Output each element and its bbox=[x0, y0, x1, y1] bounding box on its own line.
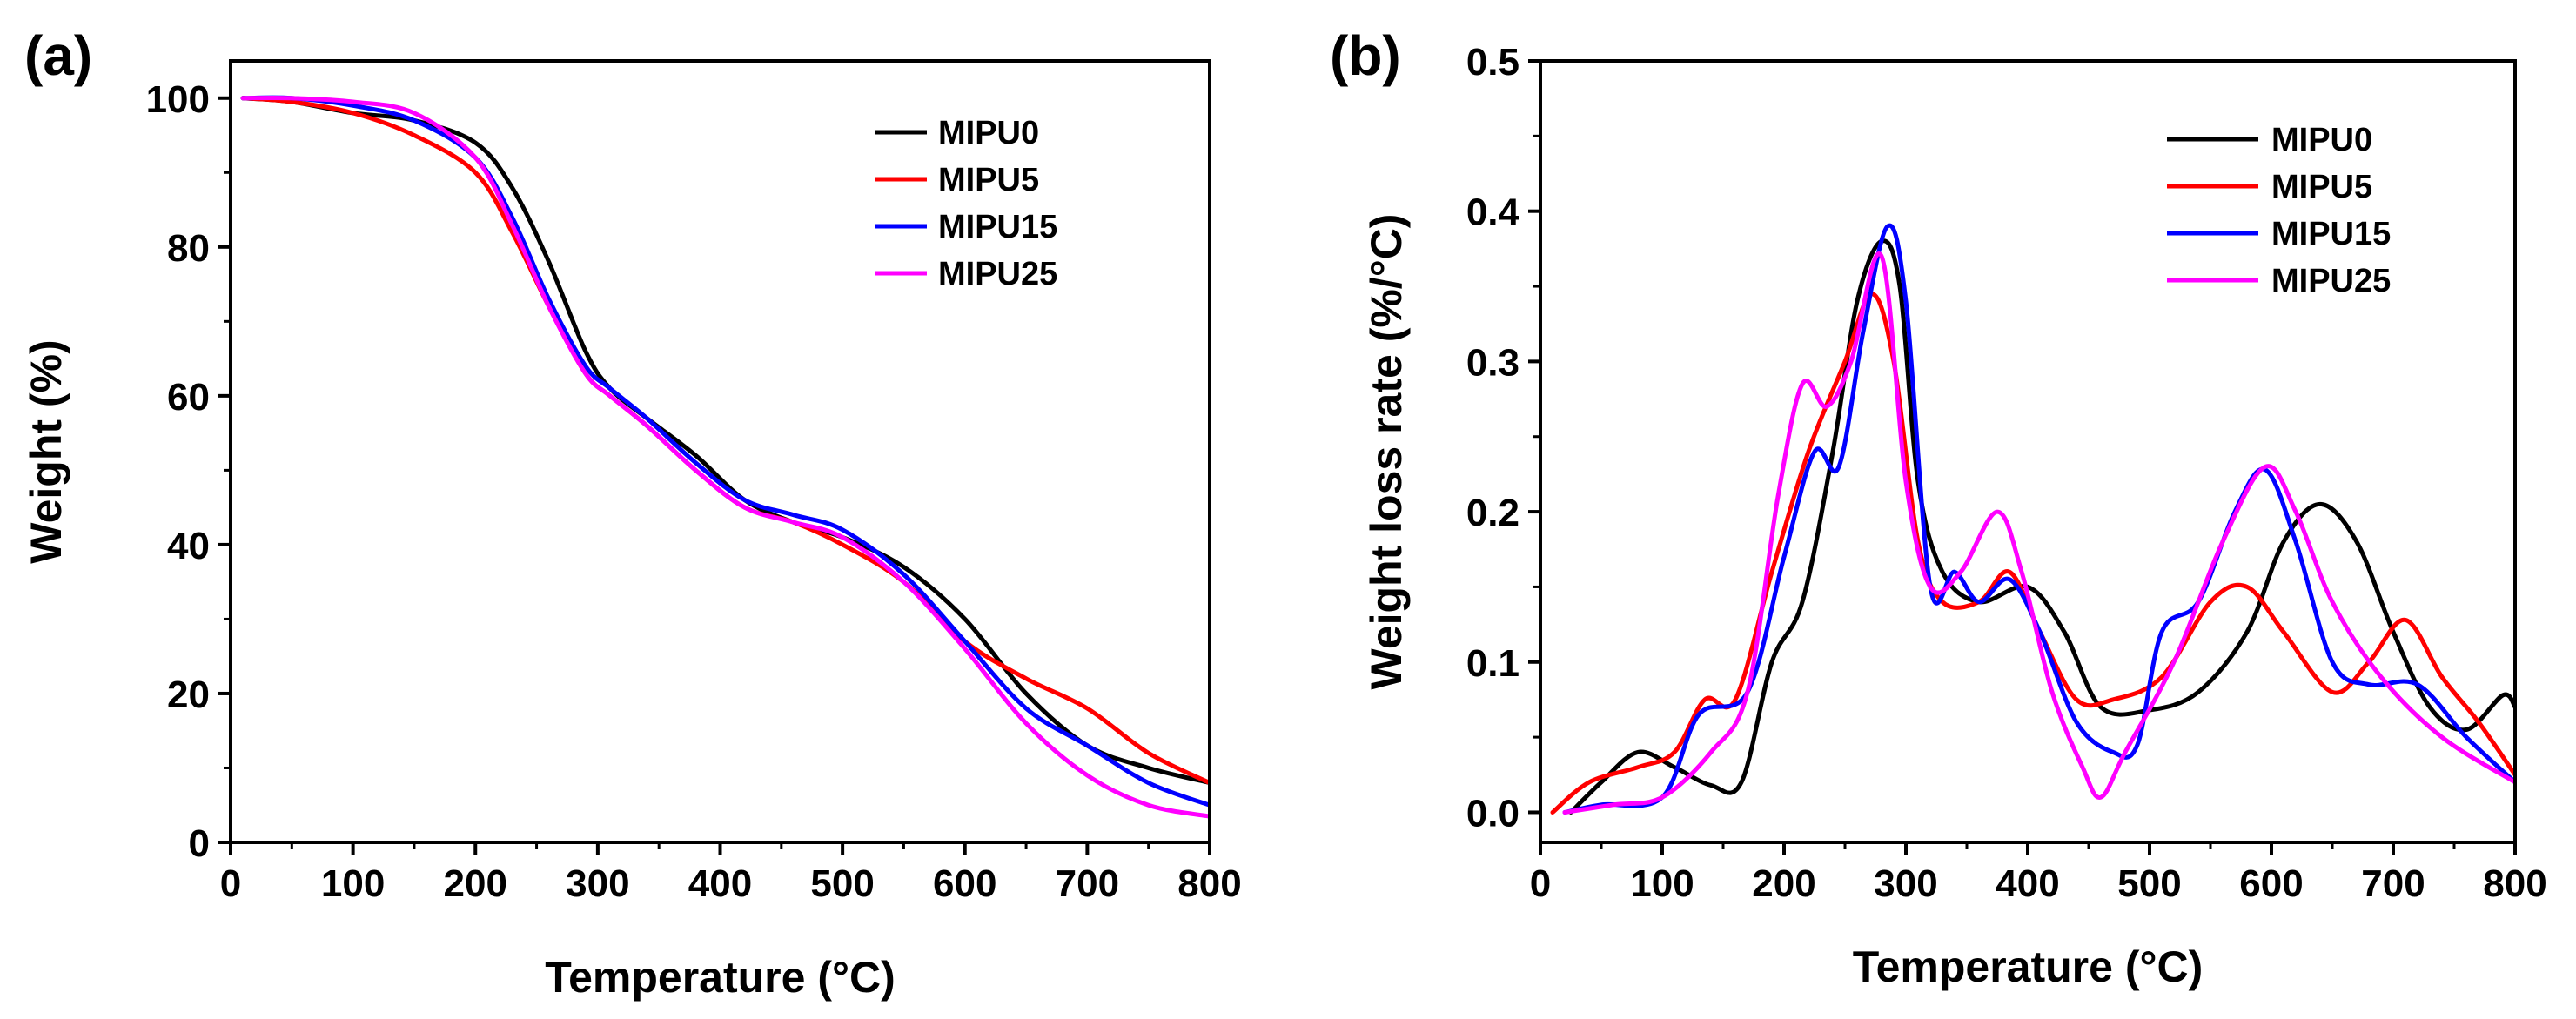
x-tick-label: 800 bbox=[1177, 862, 1241, 905]
series-line-mipu5 bbox=[240, 96, 1210, 786]
x-tick-label: 500 bbox=[2117, 862, 2181, 905]
y-tick-label: 40 bbox=[167, 525, 210, 567]
x-tick-label: 100 bbox=[321, 862, 385, 905]
x-tick-label: 300 bbox=[566, 862, 629, 905]
series-line-mipu5 bbox=[1550, 292, 2515, 815]
legend-label-mipu25: MIPU25 bbox=[938, 256, 1057, 292]
x-tick-label: 0 bbox=[220, 862, 241, 905]
panel-label: (b) bbox=[1330, 24, 1401, 87]
y-tick-label: 100 bbox=[146, 78, 210, 121]
y-tick-label: 0.4 bbox=[1466, 191, 1520, 234]
series-line-mipu25 bbox=[240, 95, 1210, 819]
legend-label-mipu5: MIPU5 bbox=[2271, 169, 2372, 205]
series-group bbox=[240, 95, 1210, 819]
legend-label-mipu0: MIPU0 bbox=[2271, 122, 2372, 158]
y-tick-label: 0.0 bbox=[1466, 792, 1519, 835]
x-tick-label: 200 bbox=[444, 862, 507, 905]
legend-label-mipu15: MIPU15 bbox=[938, 209, 1057, 245]
series-line-mipu0 bbox=[240, 96, 1210, 786]
panel-label: (a) bbox=[24, 24, 92, 87]
x-tick-label: 100 bbox=[1630, 862, 1694, 905]
y-tick-label: 0.3 bbox=[1466, 341, 1519, 384]
y-axis-label: Weight (%) bbox=[22, 339, 70, 563]
series-group bbox=[1550, 223, 2515, 815]
x-axis-label: Temperature (°C) bbox=[1853, 942, 2203, 991]
x-tick-label: 0 bbox=[1530, 862, 1551, 905]
x-tick-label: 300 bbox=[1874, 862, 1937, 905]
x-tick-label: 800 bbox=[2483, 862, 2546, 905]
x-tick-label: 700 bbox=[2361, 862, 2425, 905]
x-tick-label: 400 bbox=[688, 862, 752, 905]
series-line-mipu15 bbox=[1562, 223, 2515, 815]
x-tick-label: 500 bbox=[810, 862, 874, 905]
y-tick-label: 0 bbox=[189, 822, 210, 865]
legend-label-mipu5: MIPU5 bbox=[938, 162, 1039, 198]
legend-label-mipu0: MIPU0 bbox=[938, 115, 1039, 151]
x-tick-label: 700 bbox=[1056, 862, 1119, 905]
y-tick-label: 0.1 bbox=[1466, 642, 1519, 685]
series-line-mipu0 bbox=[1568, 238, 2515, 815]
x-tick-label: 600 bbox=[2239, 862, 2303, 905]
y-tick-label: 80 bbox=[167, 227, 210, 270]
series-line-mipu25 bbox=[1562, 251, 2515, 815]
x-tick-label: 200 bbox=[1752, 862, 1815, 905]
panel-b-dtg-chart: (b) 0 100 200 300 400 500 600 700 800 0.0 0.1 0.2 0.3… bbox=[1330, 24, 2547, 991]
x-tick-label: 600 bbox=[933, 862, 996, 905]
y-tick-label: 20 bbox=[167, 674, 210, 716]
legend-label-mipu25: MIPU25 bbox=[2271, 263, 2391, 299]
y-tick-label: 0.2 bbox=[1466, 492, 1519, 534]
y-axis-label: Weight loss rate (%/°C) bbox=[1362, 214, 1411, 690]
legend-label-mipu15: MIPU15 bbox=[2271, 216, 2391, 252]
y-tick-label: 60 bbox=[167, 376, 210, 419]
series-line-mipu15 bbox=[240, 95, 1210, 808]
panel-a-tga-chart: (a) 0 100 200 300 400 500 600 700 800 0 20 40 60 80 100… bbox=[22, 24, 1242, 1002]
legend: MIPU0 MIPU5 MIPU15 MIPU25 bbox=[875, 115, 1057, 292]
x-tick-label: 400 bbox=[1996, 862, 2059, 905]
legend: MIPU0 MIPU5 MIPU15 MIPU25 bbox=[2167, 122, 2391, 299]
y-tick-label: 0.5 bbox=[1466, 41, 1519, 84]
x-axis-label: Temperature (°C) bbox=[545, 953, 895, 1002]
